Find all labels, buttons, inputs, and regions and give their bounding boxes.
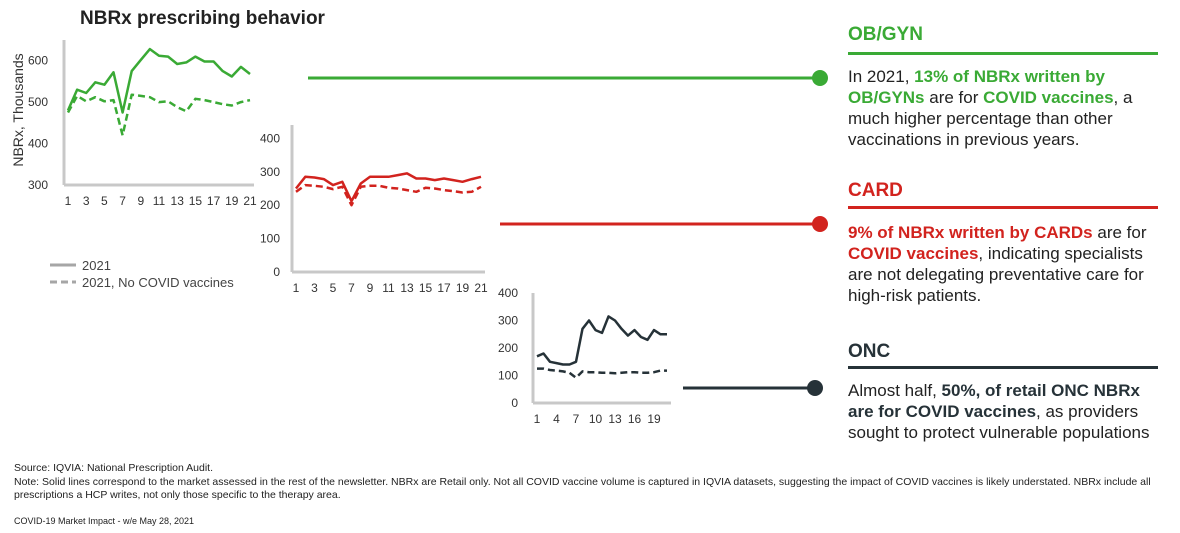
obgyn-y-tick-label: 500: [28, 95, 48, 109]
obgyn-text-2: are for: [924, 88, 984, 107]
onc-x-tick-label: 10: [589, 412, 603, 426]
panel-rule-card: [848, 206, 1158, 209]
card-series-no-covid-line: [295, 183, 482, 207]
panel-title-card: CARD: [848, 180, 903, 201]
card-x-tick-label: 5: [330, 281, 337, 295]
card-x-tick-label: 7: [348, 281, 355, 295]
obgyn-x-tick-label: 7: [119, 194, 126, 208]
obgyn-x-tick-label: 19: [225, 194, 239, 208]
connector-obgyn-dot: [812, 70, 828, 86]
onc-series-total-line: [536, 315, 667, 366]
method-note: Note: Solid lines correspond to the mark…: [14, 476, 1151, 501]
source-note: Source: IQVIA: National Prescription Aud…: [14, 462, 214, 474]
obgyn-x-tick-label: 13: [171, 194, 185, 208]
panel-text-onc: Almost half, 50%, of retail ONC NBRx are…: [848, 380, 1168, 443]
card-x-tick-label: 9: [367, 281, 374, 295]
panel-rule-onc: [848, 366, 1158, 369]
card-highlight-2: COVID vaccines: [848, 244, 979, 263]
onc-y-tick-label: 100: [498, 369, 518, 383]
legend-dashed-label: 2021, No COVID vaccines: [82, 275, 234, 290]
panel-title-onc: ONC: [848, 341, 891, 362]
card-y-tick-label: 400: [260, 131, 280, 145]
obgyn-series-no-covid-line: [66, 93, 251, 137]
obgyn-y-tick-label: 600: [28, 54, 48, 68]
card-y-tick-label: 100: [260, 232, 280, 246]
card-x-tick-label: 11: [382, 281, 395, 295]
connector-onc-dot: [807, 380, 823, 396]
y-axis-label: NBRx, Thousands: [10, 53, 26, 166]
onc-x-tick-label: 4: [553, 412, 560, 426]
obgyn-highlight-1: 13% of NBRx written by OB/GYNs: [848, 67, 1105, 107]
obgyn-x-tick-label: 21: [243, 194, 257, 208]
legend-solid-label: 2021: [82, 258, 111, 273]
footer-label: COVID-19 Market Impact - w/e May 28, 202…: [14, 516, 195, 526]
obgyn-x-tick-label: 17: [207, 194, 221, 208]
onc-x-tick-label: 1: [534, 412, 541, 426]
card-x-tick-label: 15: [419, 281, 433, 295]
onc-text-1: Almost half,: [848, 381, 942, 400]
panel-rule-obgyn: [848, 52, 1158, 55]
chart-onc: 0 100 200 300 400 1 4 7 10 13 16 19: [498, 286, 671, 426]
onc-y-tick-label: 300: [498, 314, 518, 328]
obgyn-x-tick-label: 11: [153, 194, 166, 208]
obgyn-text-1: In 2021,: [848, 67, 915, 86]
onc-highlight-1: 50%, of retail ONC NBRx are for COVID va…: [848, 381, 1140, 421]
card-text-1: are for: [1092, 223, 1147, 242]
card-x-tick-label: 19: [456, 281, 470, 295]
card-x-tick-label: 1: [293, 281, 300, 295]
card-x-tick-label: 3: [311, 281, 318, 295]
card-x-tick-label: 13: [400, 281, 414, 295]
obgyn-x-tick-label: 9: [137, 194, 144, 208]
obgyn-y-tick-label: 400: [28, 137, 48, 151]
card-x-tick-label: 17: [437, 281, 451, 295]
obgyn-series-total-line: [66, 47, 251, 114]
obgyn-y-tick-label: 300: [28, 178, 48, 192]
panel-title-obgyn: OB/GYN: [848, 24, 923, 45]
panel-text-obgyn: In 2021, 13% of NBRx written by OB/GYNs …: [848, 66, 1168, 150]
obgyn-x-tick-label: 3: [83, 194, 90, 208]
onc-x-tick-label: 13: [608, 412, 622, 426]
obgyn-x-tick-label: 1: [65, 194, 72, 208]
obgyn-highlight-2: COVID vaccines: [983, 88, 1114, 107]
card-text-2: , indicating specialists are not delegat…: [848, 244, 1144, 305]
onc-x-tick-label: 7: [573, 412, 580, 426]
page-title: NBRx prescribing behavior: [80, 8, 325, 29]
panel-text-card: 9% of NBRx written by CARDs are for COVI…: [848, 222, 1168, 306]
onc-y-tick-label: 400: [498, 286, 518, 300]
card-y-tick-label: 0: [273, 265, 280, 279]
card-y-tick-label: 300: [260, 165, 280, 179]
card-x-tick-label: 21: [474, 281, 488, 295]
legend: 2021 2021, No COVID vaccines: [50, 258, 234, 290]
onc-x-tick-label: 16: [628, 412, 642, 426]
onc-text-2: , as providers sought to protect vulnera…: [848, 402, 1150, 442]
onc-y-tick-label: 200: [498, 341, 518, 355]
card-series-total-line: [295, 172, 482, 203]
onc-y-tick-label: 0: [511, 396, 518, 410]
card-y-tick-label: 200: [260, 198, 280, 212]
onc-x-tick-label: 19: [647, 412, 661, 426]
obgyn-x-tick-label: 5: [101, 194, 108, 208]
connector-card-dot: [812, 216, 828, 232]
card-highlight-1: 9% of NBRx written by CARDs: [848, 223, 1093, 242]
obgyn-text-3: , a much higher percentage than other va…: [848, 88, 1133, 149]
obgyn-x-tick-label: 15: [189, 194, 203, 208]
onc-series-no-covid-line: [537, 367, 667, 379]
